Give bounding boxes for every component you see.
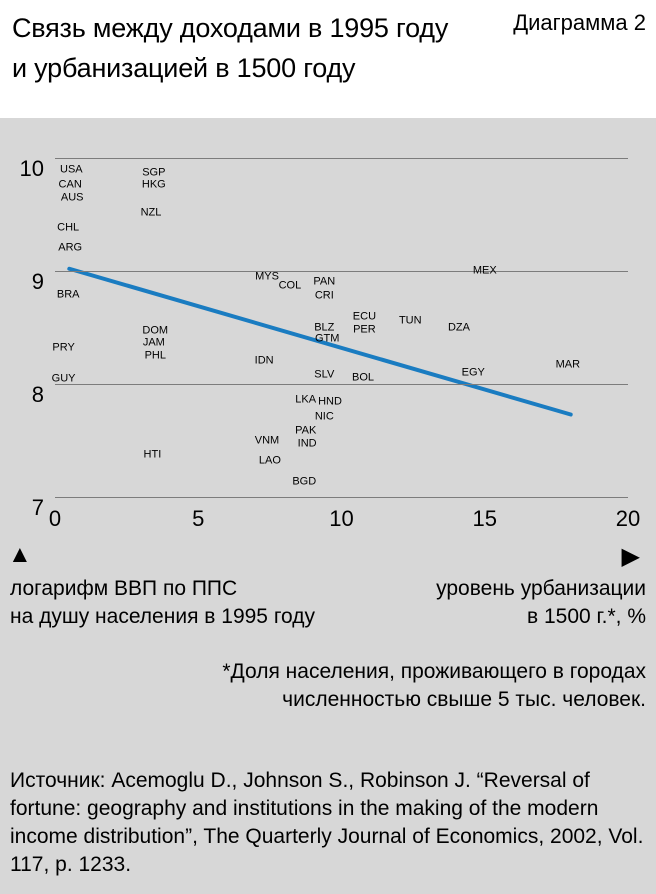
data-point-label: HKG	[141, 178, 166, 191]
x-tick-label: 10	[329, 506, 354, 531]
data-point-label: ECU	[352, 310, 377, 323]
data-point-label: TUN	[398, 314, 422, 327]
y-tick-label: 7	[31, 495, 44, 520]
data-point-label: EGY	[461, 366, 485, 379]
x-tick-label: 20	[615, 506, 641, 531]
x-axis-arrow-icon: ▶	[621, 543, 640, 570]
data-point-label: CAN	[58, 178, 82, 191]
data-point-label: VNM	[254, 434, 280, 446]
data-point-label: PER	[353, 323, 376, 336]
data-point-label: NIC	[314, 410, 334, 423]
data-point-label: BLZ	[314, 321, 335, 333]
y-axis-ticks: 10 9 8 7	[0, 156, 44, 520]
figure-header: Диаграмма 2 Связь между доходами в 1995 …	[0, 0, 656, 118]
data-point-label: JAM	[142, 336, 165, 349]
data-point-label: AUS	[60, 191, 84, 204]
data-point-label: SLV	[314, 368, 335, 381]
data-point-label: MEX	[472, 264, 497, 277]
data-point-label: BOL	[351, 371, 374, 384]
x-tick-label: 5	[192, 506, 205, 531]
y-tick-label: 10	[19, 156, 44, 181]
data-point-label: HND	[318, 395, 342, 408]
data-point-label: MAR	[555, 358, 581, 371]
gridline	[55, 158, 628, 159]
source-text: Источник: Acemoglu D., Johnson S., Robin…	[10, 769, 644, 876]
data-point-label: PRY	[52, 341, 75, 354]
data-point-label: ARG	[58, 241, 83, 254]
data-point-label: COL	[278, 279, 302, 292]
data-point-label: IDN	[254, 354, 274, 367]
data-point-label: LKA	[295, 393, 317, 406]
trend-line	[69, 269, 570, 415]
diagram-number: Диаграмма 2	[513, 10, 646, 35]
y-axis-arrow-icon: ▲	[8, 541, 32, 568]
data-point-label: BGD	[292, 475, 317, 488]
y-axis-label: логарифм ВВП по ППС на душу населения в …	[10, 577, 315, 628]
gridline	[55, 497, 628, 498]
data-point-label: CRI	[314, 289, 334, 302]
trend-line-svg	[55, 158, 628, 497]
data-point-label: PAK	[295, 424, 317, 437]
gridline	[55, 271, 628, 272]
data-point-label: NZL	[140, 206, 162, 219]
data-point-label: SGP	[142, 166, 166, 179]
data-point-label: DOM	[142, 324, 169, 337]
data-point-label: IND	[297, 437, 317, 450]
data-point-label: HTI	[143, 448, 162, 461]
chart-section: 10 9 8 7 USA CAN AUS SGP HKG NZL CHL ARG MEX MYS COL P…	[0, 118, 656, 757]
plot-area: USA CAN AUS SGP HKG NZL CHL ARG MEX MYS COL PAN CRI B…	[51, 158, 628, 498]
data-point-label: BRA	[56, 288, 80, 301]
x-tick-label: 0	[48, 506, 62, 531]
footnote: *Доля населения, проживающего в городах …	[222, 660, 646, 711]
x-axis-ticks: 0 5 10 15 20	[49, 506, 640, 532]
gridline	[55, 384, 628, 385]
y-tick-label: 9	[31, 269, 44, 294]
figure-title: Связь между доходами в 1995 году и урбан…	[12, 13, 449, 83]
source-section: Источник: Acemoglu D., Johnson S., Robin…	[0, 757, 656, 894]
data-point-label: DZA	[447, 321, 470, 333]
data-point-label: USA	[60, 163, 83, 176]
data-point-label: PAN	[313, 275, 336, 288]
data-point-label: MYS	[255, 270, 279, 283]
data-point-label: CHL	[57, 221, 80, 234]
x-tick-label: 15	[472, 506, 497, 531]
x-axis-label: уровень урбанизации в 1500 г.*, %	[436, 577, 646, 628]
data-point-label: GUY	[51, 372, 76, 385]
data-point-label: GTM	[314, 332, 340, 345]
data-point-label: PHL	[144, 349, 166, 362]
data-point-label: LAO	[258, 454, 281, 467]
y-tick-label: 8	[31, 382, 44, 407]
